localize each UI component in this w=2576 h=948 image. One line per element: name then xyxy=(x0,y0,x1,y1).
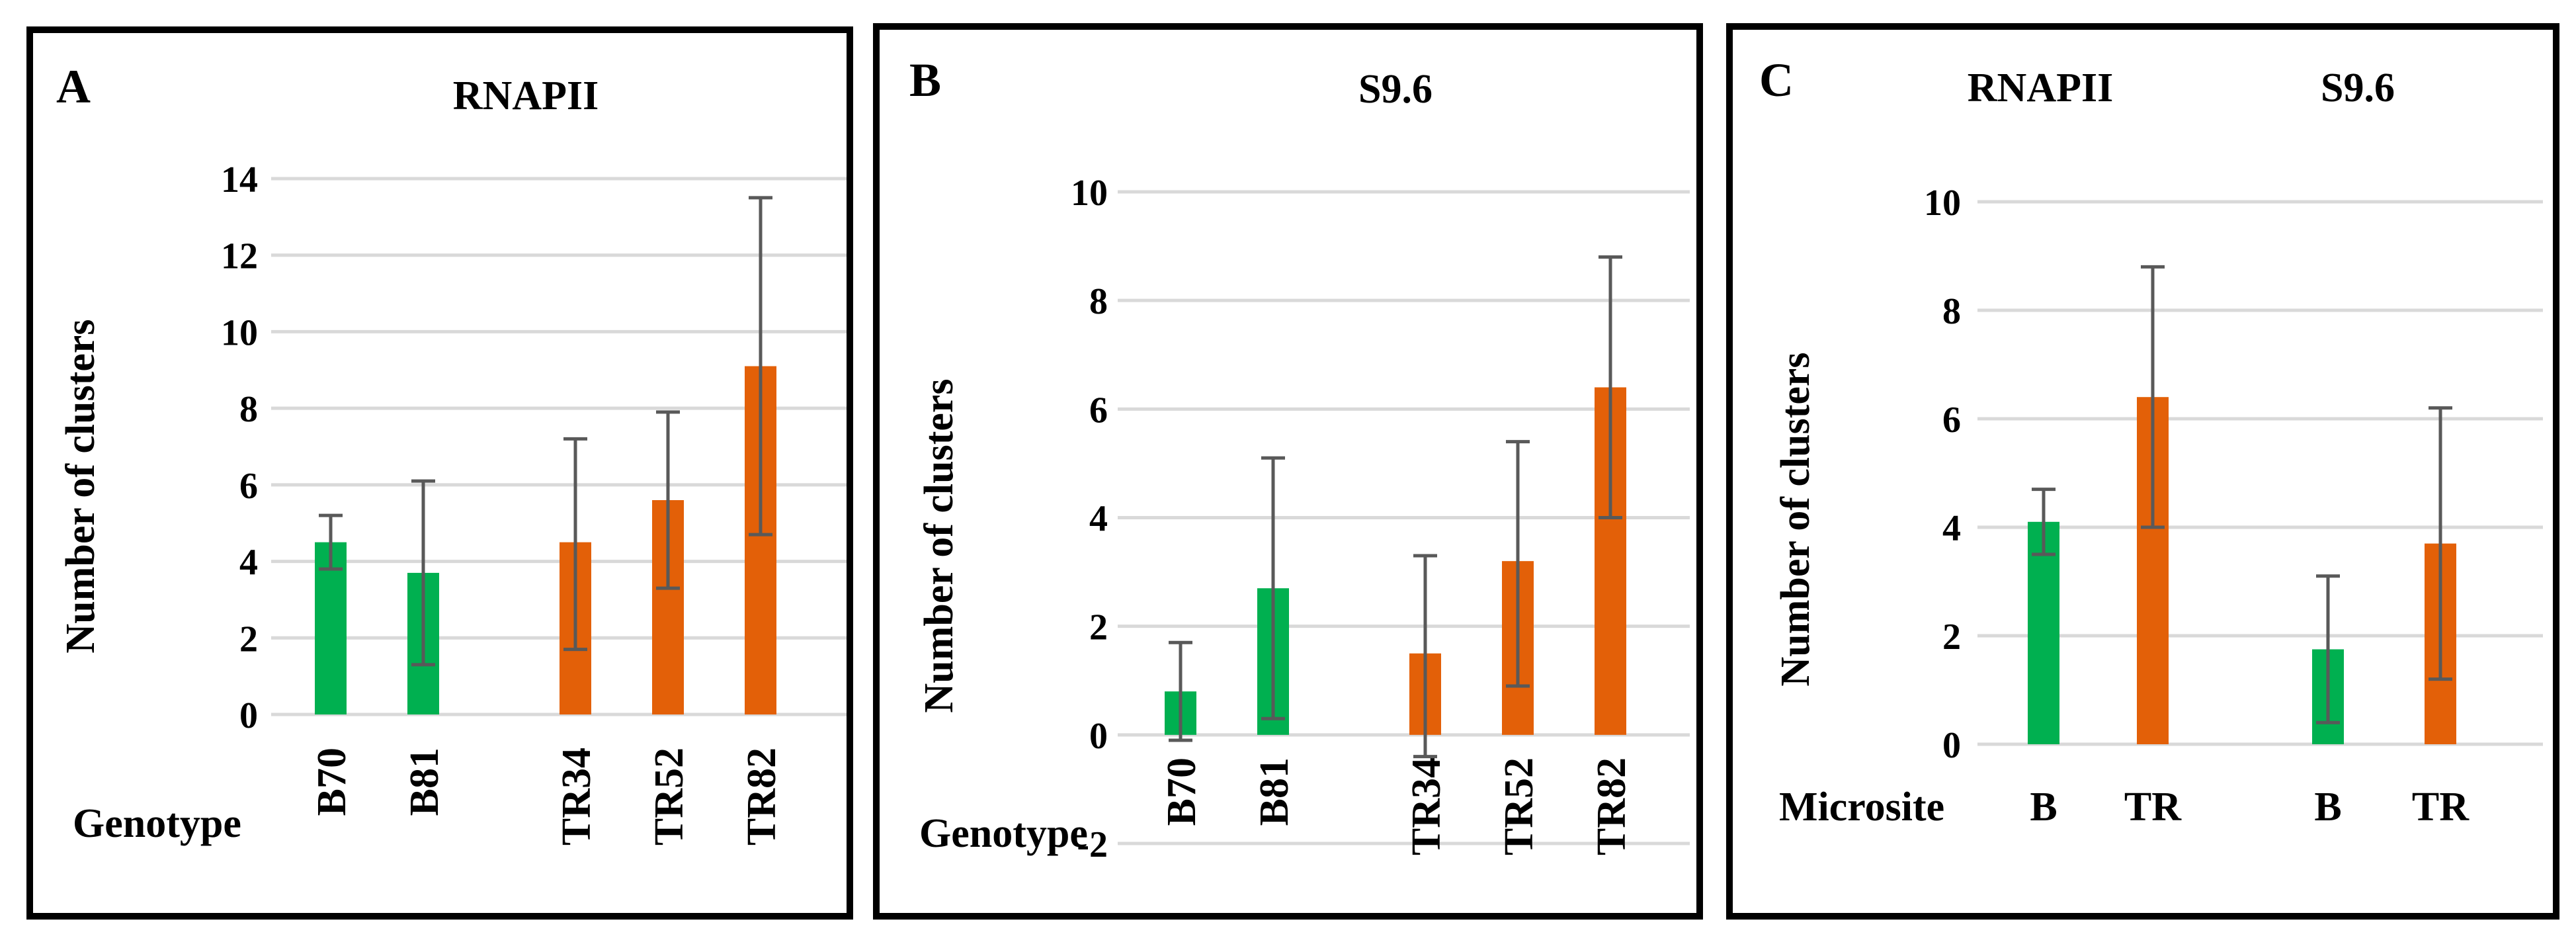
x-axis-label: Microsite xyxy=(1779,785,1944,830)
y-tick-label: 2 xyxy=(1942,617,1961,658)
y-tick-label: 0 xyxy=(239,695,258,736)
y-axis-label: Number of clusters xyxy=(1773,352,1818,686)
y-tick-label: 4 xyxy=(1089,499,1108,540)
x-tick-label: TR82 xyxy=(1589,757,1634,855)
y-tick-label: 14 xyxy=(221,159,258,200)
panel-b: B S9.6 Number of clusters Genotype 0 2 4 6 8… xyxy=(873,23,1703,920)
chart-b: B S9.6 Number of clusters Genotype 0 2 4 6 8… xyxy=(909,54,1690,865)
y-tick-label: 6 xyxy=(1942,400,1961,441)
x-axis-label: Genotype xyxy=(73,801,241,846)
chart-title-2: S9.6 xyxy=(2321,65,2395,110)
x-tick-label: TR xyxy=(2124,785,2182,830)
plot-area: 0 2 4 6 8 10 12 14 B70 B81 TR34 TR52 TR82 xyxy=(221,159,847,845)
plot-area: 0 2 4 6 8 10 -2 B70 B81 TR34 TR52 TR82 xyxy=(1071,173,1690,865)
y-tick-label: 0 xyxy=(1942,725,1961,766)
panel-letter: C xyxy=(1759,54,1794,107)
y-axis-label: Number of clusters xyxy=(917,378,962,712)
y-tick-label: 8 xyxy=(1942,291,1961,332)
y-tick-label: 8 xyxy=(1089,281,1108,322)
y-tick-label-stray: -2 xyxy=(1077,824,1108,865)
y-tick-label: 8 xyxy=(239,389,258,430)
y-tick-label: 10 xyxy=(1924,183,1961,224)
x-tick-label: B70 xyxy=(1159,757,1204,826)
y-tick-label: 10 xyxy=(1071,173,1108,214)
y-tick-label: 2 xyxy=(239,619,258,660)
x-tick-label: B xyxy=(2030,785,2057,830)
chart-title: RNAPII xyxy=(453,73,599,118)
x-tick-label: B81 xyxy=(1252,757,1297,826)
y-tick-label: 4 xyxy=(239,542,258,583)
x-axis-label: Genotype xyxy=(919,811,1088,856)
chart-title: S9.6 xyxy=(1358,67,1433,112)
x-tick-label: B xyxy=(2314,785,2341,830)
y-tick-label: 2 xyxy=(1089,607,1108,648)
bar xyxy=(2028,521,2059,744)
panel-letter: B xyxy=(909,54,941,107)
y-tick-label: 10 xyxy=(221,312,258,353)
x-tick-label: TR34 xyxy=(1404,757,1449,855)
panel-c: C RNAPII S9.6 Number of clusters Microsi… xyxy=(1726,23,2559,920)
x-tick-label: TR52 xyxy=(647,748,692,845)
x-tick-label: B70 xyxy=(310,748,354,816)
y-axis-label: Number of clusters xyxy=(58,319,103,653)
chart-a: A RNAPII Number of clusters Genotype 0 2 4… xyxy=(56,60,847,846)
x-tick-label: TR34 xyxy=(554,748,599,845)
chart-c: C RNAPII S9.6 Number of clusters Microsi… xyxy=(1759,54,2543,830)
x-tick-label: TR52 xyxy=(1497,757,1542,855)
y-tick-label: 4 xyxy=(1942,508,1961,549)
chart-title-1: RNAPII xyxy=(1968,65,2113,110)
bar xyxy=(315,542,347,714)
panel-a: A RNAPII Number of clusters Genotype 0 2 4… xyxy=(26,26,853,920)
y-tick-label: 6 xyxy=(239,466,258,507)
plot-area: 0 2 4 6 8 10 B TR B TR xyxy=(1924,183,2543,830)
x-tick-label: TR82 xyxy=(739,748,784,845)
y-tick-label: 12 xyxy=(221,236,258,277)
panel-letter: A xyxy=(56,60,91,113)
y-tick-label: 6 xyxy=(1089,390,1108,431)
x-tick-label: TR xyxy=(2412,785,2470,830)
x-tick-label: B81 xyxy=(402,748,447,816)
y-tick-label: 0 xyxy=(1089,716,1108,757)
